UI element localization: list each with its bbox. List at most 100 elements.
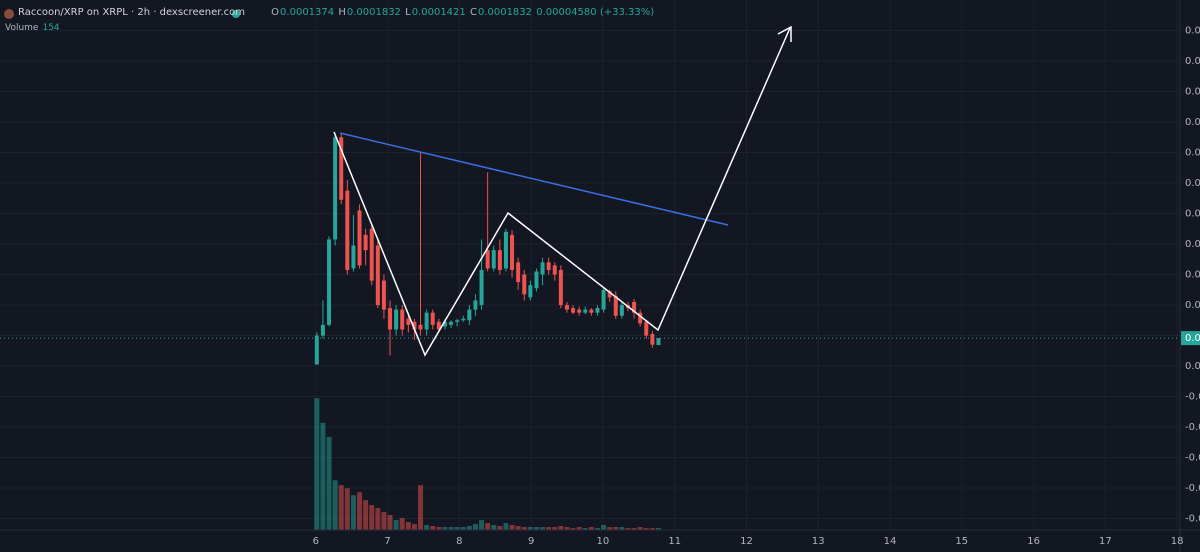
candle-body	[339, 137, 344, 200]
candle-body	[571, 308, 576, 313]
candle-body	[491, 250, 496, 269]
candle-body	[577, 309, 582, 313]
x-tick-label: 7	[384, 536, 390, 547]
zigzag-pattern	[333, 27, 791, 357]
candle-body	[510, 234, 515, 270]
volume-bar	[479, 520, 485, 530]
candle-body	[467, 309, 472, 321]
token-logo	[4, 9, 14, 19]
volume-bar	[338, 485, 344, 530]
candle-body	[638, 312, 643, 324]
candle-body	[607, 291, 612, 298]
ohlc-value: 0.0001421	[411, 7, 466, 18]
candle-body	[418, 324, 423, 330]
candle-body	[632, 301, 637, 313]
y-tick-label: 0.0	[1185, 361, 1200, 372]
candle-body	[442, 321, 447, 327]
volume-value: 154	[42, 23, 60, 33]
candle-body	[497, 250, 502, 270]
x-tick-label: 8	[456, 536, 462, 547]
arrow-head	[777, 25, 792, 42]
volume-bar	[527, 527, 533, 530]
y-tick-label: 0.0	[1185, 178, 1200, 189]
candle-body	[601, 289, 606, 310]
candle-body	[327, 239, 332, 325]
candle-body	[345, 190, 350, 270]
candle-body	[528, 285, 533, 298]
candle-body	[449, 321, 454, 325]
volume-bar	[655, 528, 661, 530]
x-tick-label: 11	[668, 536, 681, 547]
volume-bar	[497, 525, 503, 530]
candle-body	[516, 262, 521, 283]
volume-bar	[491, 524, 497, 530]
y-tick-label: 0.0	[1185, 270, 1200, 281]
x-tick-label: 14	[884, 536, 897, 547]
volume-bar	[509, 524, 515, 530]
axes: 0.0 0.0 0.0 0.0 0.0 0.0 0.0 0.0 0.0 0.0 0.0 0.0 -0.0…	[313, 26, 1200, 547]
y-tick-label: 0.0	[1185, 300, 1200, 311]
trend-line	[339, 132, 729, 226]
volume-pane	[314, 398, 661, 530]
x-tick-label: 9	[528, 536, 534, 547]
volume-bar	[637, 527, 643, 530]
candle-body	[558, 269, 563, 306]
volume-bar	[570, 528, 576, 530]
y-tick-label: -0.0	[1185, 392, 1200, 403]
volume-bar	[485, 523, 491, 530]
candle-body	[333, 137, 338, 240]
candle-body	[656, 338, 661, 346]
volume-bar	[631, 528, 637, 530]
y-tick-label: 0.0	[1185, 209, 1200, 220]
volume-bar	[552, 527, 558, 530]
volume-bar	[405, 521, 411, 530]
x-tick-label: 13	[812, 536, 825, 547]
ohlc-key: L	[405, 7, 411, 18]
volume-bar	[540, 527, 546, 530]
volume-bar	[460, 527, 466, 530]
ohlc-value: 0.0001832	[346, 7, 401, 18]
ohlc-key: H	[338, 7, 346, 18]
candle-body	[473, 300, 478, 310]
volume-bar	[649, 528, 655, 530]
candle-body	[552, 265, 557, 275]
y-tick-label: 0.0	[1185, 239, 1200, 250]
candle-body	[650, 334, 655, 345]
volume-bar	[546, 527, 552, 530]
candle-body	[375, 245, 380, 306]
volume-bar	[387, 515, 393, 530]
volume-bar	[381, 512, 387, 530]
ohlc-value: 0.0001374	[280, 7, 335, 18]
candle-body	[388, 308, 393, 330]
volume-bar	[576, 527, 582, 530]
x-tick-label: 17	[1099, 536, 1112, 547]
y-tick-label: 0.0	[1185, 87, 1200, 98]
candle-body	[436, 321, 441, 330]
volume-bar	[369, 505, 375, 530]
volume-bar	[594, 528, 600, 530]
volume-bar	[375, 508, 381, 530]
x-tick-label: 6	[313, 536, 319, 547]
candle-body	[424, 312, 429, 330]
candle-body	[595, 308, 600, 313]
candles	[0, 132, 1180, 365]
symbol-title: Raccoon/XRP on XRPL · 2h · dexscreener.c…	[18, 7, 245, 18]
y-tick-label: -0.0	[1185, 453, 1200, 464]
volume-bar	[430, 525, 436, 530]
ohlc-key: O	[271, 7, 280, 18]
volume-bar	[314, 398, 320, 530]
volume-bar	[619, 527, 625, 530]
y-tick-label: -0.0	[1185, 483, 1200, 494]
volume-bar	[399, 518, 405, 530]
volume-legend: Volume 154	[5, 23, 60, 33]
candle-body	[613, 295, 618, 316]
y-tick-label: 0.0	[1185, 148, 1200, 159]
candle-body	[479, 269, 484, 306]
candle-body	[540, 262, 545, 275]
volume-bar	[454, 527, 460, 530]
volume-bar	[613, 527, 619, 530]
grid	[0, 0, 1180, 530]
